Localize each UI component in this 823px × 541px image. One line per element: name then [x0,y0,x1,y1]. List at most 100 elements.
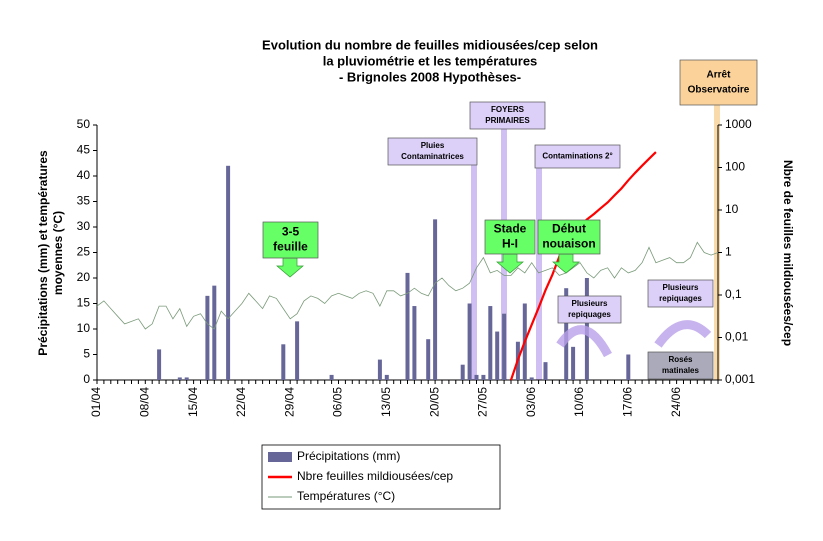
y-tick-label: 15 [77,296,91,310]
bar [226,165,231,380]
y-tick-label: 20 [77,270,91,284]
annotation-text: feuille [273,240,308,254]
annotation-band [714,105,720,380]
bar [212,285,217,380]
y-tick-label: 45 [77,143,91,157]
y-tick-label: 35 [77,194,91,208]
line-series [96,241,719,330]
y2-axis-label: Nbre de feuilles mildiousées/cep [781,160,795,346]
annotation-box [537,219,601,255]
annotation-text: Contaminations 2° [542,152,612,161]
bar [460,364,465,380]
bar [295,321,300,380]
x-tick-label: 13/05 [379,387,393,417]
annotation-arrow [552,253,580,274]
annotation-text: Plusieurs [662,283,699,292]
annotation-box [262,221,319,259]
y-tick-label: 10 [77,321,91,335]
bar [481,374,486,380]
x-tick-label: 06/05 [331,387,345,417]
annotation-box [534,144,621,169]
annotation-text: FOYERS [491,105,525,114]
annotation-text: Début [552,222,586,236]
bar [488,306,493,380]
y-tick-label: 25 [77,245,91,259]
annotation-text: repiquages [568,310,611,319]
x-tick-label: 27/05 [476,387,490,417]
bar [495,331,500,380]
bar [502,313,507,380]
x-tick-label: 03/06 [524,387,538,417]
curved-arrow [654,320,712,348]
x-tick-label: 20/05 [427,387,441,417]
y-axis-label: Précipitations (mm) et températures [36,150,50,356]
x-tick-label: 22/04 [234,387,248,417]
bar [467,303,472,380]
legend-label: Températures (°C) [297,489,395,503]
annotation-text: 3-5 [282,225,300,239]
bar [412,306,417,380]
annotation-box [647,279,714,308]
annotation-text: Stade [494,222,527,236]
annotation-text: PRIMAIRES [485,116,530,125]
annotation-text: Contaminatrices [401,152,464,161]
bar [571,346,576,380]
annotation-box [387,137,478,166]
annotation-box [469,101,546,130]
bar [405,272,410,380]
bar [377,359,382,380]
bar [474,374,479,380]
annotation-text: nouaison [542,237,595,251]
bar [281,344,286,380]
y-tick-label: 30 [77,219,91,233]
chart-title: - Brignoles 2008 Hypothèses- [339,69,521,84]
x-tick-label: 15/04 [186,387,200,417]
annotation-arrow [496,253,524,274]
annotation-text: Arrêt [707,70,732,81]
y-tick-label: 50 [77,117,91,131]
curved-arrow [556,325,612,358]
bar [329,374,334,380]
bar [426,339,431,380]
annotation-text: Pluies [421,141,445,150]
annotation-text: Rosés [668,355,693,364]
legend-label: Nbre feuilles mildiousées/cep [297,469,453,483]
y2-tick-label: 0,001 [725,372,755,386]
legend-box [261,444,501,510]
x-tick-label: 29/04 [282,387,296,417]
annotation-band [536,168,542,380]
bar [626,354,631,380]
annotation-box [484,219,536,255]
legend-swatch [268,452,292,462]
bar [177,377,182,380]
annotation-arrow [276,257,304,278]
bar [543,362,548,380]
bar [433,219,438,380]
legend-label: Précipitations (mm) [297,449,400,463]
line-series [509,151,657,381]
y2-tick-label: 100 [725,160,745,174]
y2-tick-label: 1000 [725,117,752,131]
annotation-text: matinales [662,366,699,375]
bar [529,377,534,380]
bar [157,349,162,380]
annotation-box [647,351,714,380]
annotation-text: Observatoire [688,85,750,96]
y-axis-label: moyennes (°C) [51,211,65,295]
chart-title: Evolution du nombre de feuilles midiousé… [262,37,598,52]
x-tick-label: 10/06 [572,387,586,417]
y-tick-label: 5 [83,347,90,361]
x-tick-label: 24/06 [669,387,683,417]
y-tick-label: 0 [83,372,90,386]
annotation-text: repiquages [659,294,702,303]
x-tick-label: 17/06 [620,387,634,417]
annotation-text: H-I [502,237,518,251]
annotation-box [679,59,758,106]
y2-tick-label: 10 [725,202,739,216]
y2-tick-label: 1 [725,245,732,259]
bar [384,374,389,380]
annotation-box [557,295,622,324]
y2-tick-label: 0,01 [725,330,749,344]
y-tick-label: 40 [77,168,91,182]
